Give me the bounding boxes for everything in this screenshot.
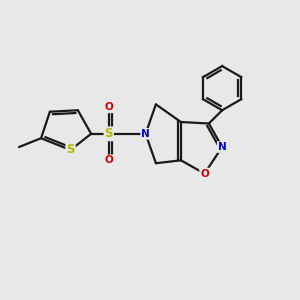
Text: O: O bbox=[200, 169, 209, 178]
Text: N: N bbox=[218, 142, 226, 152]
Text: S: S bbox=[66, 143, 75, 157]
Text: O: O bbox=[104, 155, 113, 165]
Text: O: O bbox=[104, 102, 113, 112]
Text: N: N bbox=[141, 129, 150, 139]
Text: S: S bbox=[104, 127, 113, 140]
